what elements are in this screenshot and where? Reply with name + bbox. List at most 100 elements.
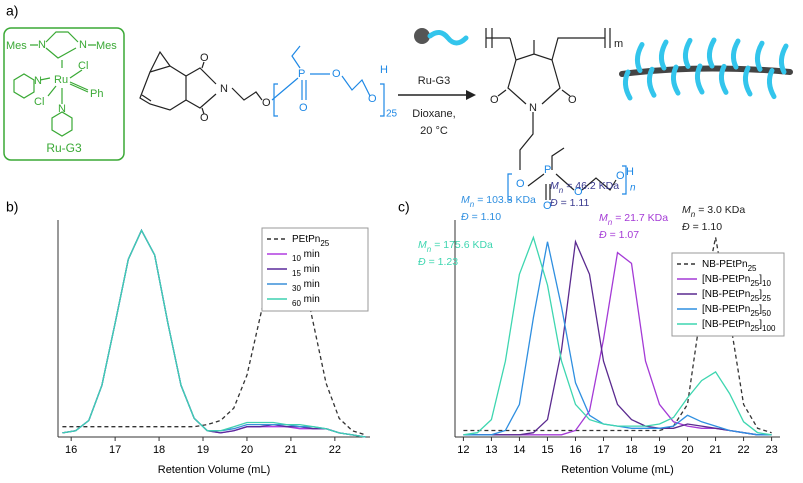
- dispersity-annotation: Đ = 1.23: [418, 256, 458, 268]
- atom: O: [368, 93, 377, 105]
- x-tick-label: 16: [569, 444, 581, 456]
- x-tick-label: 12: [457, 444, 469, 456]
- brush-bristle: [682, 37, 693, 69]
- initiator-icon: [414, 28, 430, 44]
- legend-label: 15 min: [292, 264, 320, 278]
- atom: H: [380, 64, 388, 76]
- atom: Mes: [6, 40, 27, 52]
- atom: O: [262, 97, 271, 109]
- atom: O: [200, 52, 209, 64]
- reagent: Ru-G3: [418, 75, 450, 87]
- x-tick-label: 19: [197, 444, 209, 456]
- x-tick-label: 20: [681, 444, 693, 456]
- x-tick-label: 13: [485, 444, 497, 456]
- brush-bristle: [742, 65, 753, 97]
- atom: N: [220, 83, 228, 95]
- legend-label: [NB-PEtPn25]25: [702, 289, 771, 303]
- mn-annotation: Mn = 103.3 KDa: [461, 194, 536, 209]
- x-tick-label: 21: [709, 444, 721, 456]
- solvent: Dioxane,: [412, 108, 455, 120]
- temperature: 20 °C: [420, 125, 448, 137]
- arrow-head: [466, 90, 476, 100]
- atom: O: [490, 94, 499, 106]
- series-line: [62, 235, 366, 436]
- brush-bristle: [766, 68, 777, 100]
- legend-label: [NB-PEtPn25]100: [702, 319, 776, 333]
- atom: O: [616, 170, 625, 182]
- mn-annotation: Mn = 46.2 KDa: [550, 180, 619, 195]
- x-tick-label: 22: [329, 444, 341, 456]
- x-tick-label: 21: [285, 444, 297, 456]
- brush-bristle: [634, 42, 645, 74]
- x-tick-label: 15: [541, 444, 553, 456]
- dispersity-annotation: Đ = 1.10: [682, 221, 722, 233]
- atom: Cl: [34, 96, 44, 108]
- series-line: [463, 239, 772, 436]
- panel-label: a): [6, 3, 18, 19]
- brush-bristle: [658, 39, 669, 71]
- atom: O: [332, 68, 341, 80]
- brush-illustration: [619, 37, 793, 101]
- x-tick-label: 23: [765, 444, 777, 456]
- legend-label: NB-PEtPn25: [702, 259, 757, 273]
- atom: Ru: [54, 74, 68, 86]
- x-tick-label: 19: [653, 444, 665, 456]
- atom: O: [299, 102, 308, 114]
- atom: N: [79, 39, 87, 51]
- atom: N: [38, 39, 46, 51]
- brush-bristle: [730, 38, 741, 70]
- series-line: [463, 235, 772, 436]
- product-brackets: [507, 165, 627, 201]
- dispersity-annotation: Đ = 1.11: [550, 197, 589, 209]
- catalyst-bonds: [13, 31, 96, 137]
- legend-label: PEtPn25: [292, 234, 330, 248]
- product-bonds: [485, 28, 617, 200]
- atom: H: [626, 166, 634, 178]
- x-tick-label: 20: [241, 444, 253, 456]
- mn-annotation: Mn = 175.6 KDa: [418, 239, 493, 254]
- dispersity-annotation: Đ = 1.07: [599, 229, 639, 241]
- legend-label: 10 min: [292, 249, 320, 263]
- x-tick-label: 18: [153, 444, 165, 456]
- brush-bristle: [694, 63, 705, 95]
- legend-label: 30 min: [292, 279, 320, 293]
- reaction-arrow: Ru-G3 Dioxane, 20 °C: [398, 28, 476, 137]
- x-tick-label: 17: [597, 444, 609, 456]
- atom: P: [298, 68, 305, 80]
- brush-bristle: [706, 37, 717, 69]
- product: m O O N O P O O O H n: [485, 28, 636, 212]
- atom: Mes: [96, 40, 117, 52]
- atom: N: [529, 102, 537, 114]
- brush-backbone: [619, 65, 793, 77]
- atom: Cl: [78, 60, 88, 72]
- legend-label: [NB-PEtPn25]50: [702, 304, 771, 318]
- brush-bristle: [718, 63, 729, 95]
- atom: 25: [386, 109, 398, 120]
- atom: P: [544, 164, 551, 176]
- x-axis-label: Retention Volume (mL): [561, 464, 674, 476]
- atom: O: [200, 112, 209, 124]
- atom: O: [568, 94, 577, 106]
- brush-bristle: [670, 64, 681, 96]
- series-line: [463, 237, 772, 434]
- monomer-bonds: [139, 50, 263, 115]
- catalyst-box: [3, 27, 125, 161]
- catalyst: Mes N N Mes Cl Ru Cl Ph N N Ru-G3: [3, 27, 125, 161]
- atom: Ph: [90, 88, 103, 100]
- x-tick-label: 14: [513, 444, 525, 456]
- monomer: O O N O P O O O H 25: [139, 45, 398, 124]
- x-tick-label: 17: [109, 444, 121, 456]
- panel-label: c): [398, 199, 410, 215]
- atom: O: [543, 200, 552, 212]
- mn-annotation: Mn = 3.0 KDa: [682, 204, 745, 219]
- panel-label: b): [6, 199, 18, 215]
- atom: O: [516, 178, 525, 190]
- chain-icon: [427, 30, 469, 46]
- monomer-polymer-bonds: [271, 45, 385, 117]
- legend-label: 60 min: [292, 294, 320, 308]
- dispersity-annotation: Đ = 1.10: [461, 211, 501, 223]
- atom: O: [574, 186, 583, 198]
- legend-label: [NB-PEtPn25]10: [702, 274, 771, 288]
- brush-bristle: [754, 40, 765, 72]
